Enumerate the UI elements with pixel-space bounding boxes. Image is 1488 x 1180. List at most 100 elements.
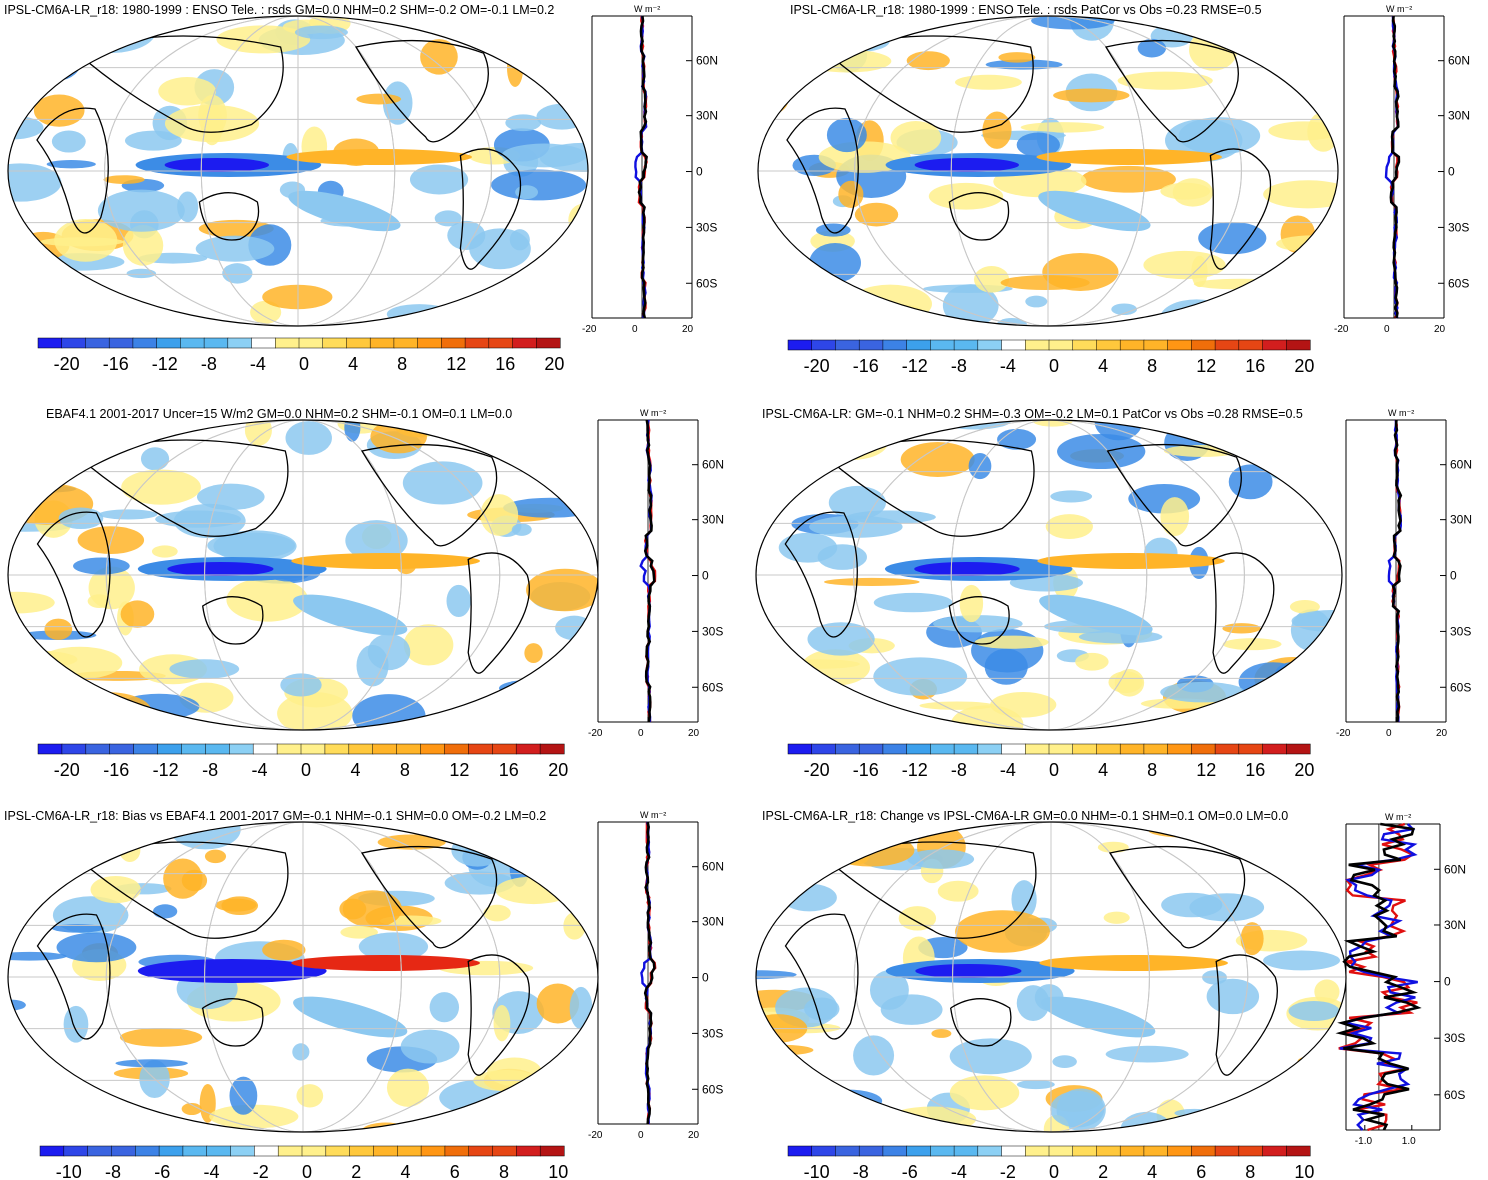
- map-1: [7, 15, 589, 327]
- colorbar-label: -4: [1000, 356, 1016, 376]
- colorbar-cell: [158, 1145, 184, 1157]
- profile-unit: W m⁻²: [634, 4, 660, 14]
- profile-lat-label: 0: [702, 971, 709, 985]
- colorbar-cell: [441, 337, 466, 349]
- colorbar-label: -2: [253, 1162, 269, 1180]
- colorbar-label: 0: [301, 760, 311, 780]
- field-blob: [1312, 38, 1338, 49]
- field-blob: [294, 25, 348, 40]
- continent-outline: [201, 998, 264, 1047]
- colorbar-cell: [539, 743, 565, 755]
- colorbar-label: -8: [951, 356, 967, 376]
- colorbar-cell: [1001, 1145, 1026, 1157]
- profile-x-label: 0: [638, 1130, 644, 1141]
- profile-x-label: -1.0: [1355, 1136, 1373, 1147]
- colorbar-cell: [787, 339, 813, 351]
- colorbar-label: 20: [1294, 356, 1314, 376]
- colorbar-label: -6: [154, 1162, 170, 1180]
- field-blob: [526, 568, 598, 612]
- continent-outline: [784, 913, 859, 1040]
- field-blob: [63, 1005, 89, 1043]
- profile-x-label: 20: [688, 1130, 700, 1141]
- field-blob: [1097, 841, 1129, 853]
- continent-outline: [76, 35, 284, 133]
- enso-negative-core: [914, 158, 1019, 172]
- continent-outline: [360, 845, 498, 949]
- field-blob: [352, 694, 426, 730]
- colorbar-cell: [444, 1145, 470, 1157]
- field-blob: [386, 304, 452, 325]
- colorbar-cell: [1167, 743, 1192, 755]
- colorbar-cell: [811, 1145, 837, 1157]
- colorbar-label: 8: [499, 1162, 509, 1180]
- map-6: [755, 821, 1347, 1133]
- colorbar-cell: [858, 743, 884, 755]
- field-blob: [1263, 1113, 1311, 1132]
- grid-lon: [853, 420, 1245, 730]
- colorbar-label: -8: [853, 1162, 869, 1180]
- colorbar-cell: [420, 1145, 446, 1157]
- field-blob: [1000, 275, 1090, 291]
- colorbar-label: 6: [1196, 1162, 1206, 1180]
- colorbar-label: 4: [348, 354, 358, 374]
- field-blob: [1045, 514, 1093, 539]
- colorbar-5: -10 -8 -6 -4 -2 0 2 4 6 8 10: [39, 1145, 568, 1180]
- profile-2: W m⁻² 60N 30N 0 30S 60S -20 0 20: [1334, 4, 1470, 335]
- field-blob: [121, 469, 201, 505]
- field-blob: [58, 507, 104, 530]
- field-blob: [97, 189, 185, 232]
- field-blob: [1324, 682, 1342, 692]
- colorbar-label: 16: [495, 354, 515, 374]
- enso-negative-core: [914, 562, 1020, 576]
- field-blob: [1103, 911, 1130, 924]
- colorbar-cell: [1096, 339, 1121, 351]
- colorbar-cell: [181, 743, 206, 755]
- profile-mean-curve: [1389, 15, 1401, 319]
- enso-negative-core: [164, 158, 269, 172]
- field-blob: [823, 30, 890, 53]
- profile-1: W m⁻² 60N 30N 0 30S 60S -20 0 20: [582, 4, 718, 335]
- colorbar-label: 6: [450, 1162, 460, 1180]
- colorbar-cell: [346, 337, 371, 349]
- colorbar-cell: [882, 1145, 908, 1157]
- field-blob: [56, 932, 137, 963]
- continent-outline: [77, 841, 289, 939]
- field-blob: [1020, 122, 1105, 133]
- field-blob: [1278, 853, 1338, 867]
- field-blob: [536, 983, 580, 1024]
- colorbar-cell: [488, 337, 514, 349]
- colorbar-label: 4: [350, 760, 360, 780]
- field-blob: [532, 259, 582, 271]
- panel-3-title: EBAF4.1 2001-2017 Uncer=15 W/m2 GM=0.0 N…: [46, 407, 512, 421]
- field-blob: [524, 643, 543, 663]
- field-blob: [906, 51, 950, 71]
- field-blob: [1057, 433, 1146, 470]
- colorbar-label: -16: [103, 354, 129, 374]
- field-blob: [1050, 1090, 1105, 1128]
- field-blob: [122, 225, 164, 266]
- colorbar-cell: [301, 1145, 327, 1157]
- field-blob: [163, 858, 203, 899]
- colorbar-cell: [348, 743, 374, 755]
- field-blob: [1198, 221, 1267, 255]
- colorbar-cell: [977, 339, 1003, 351]
- field-blob: [152, 904, 178, 919]
- profile-lat-label: 30N: [1444, 918, 1466, 932]
- colorbar-label: -4: [252, 760, 268, 780]
- colorbar-label: 0: [299, 354, 309, 374]
- field-blob: [811, 425, 888, 461]
- field-blob: [8, 163, 62, 202]
- field-blob: [1111, 303, 1138, 316]
- enso-positive-band: [286, 149, 473, 165]
- profile-lat-label: 60N: [1444, 862, 1466, 876]
- field-blob: [942, 284, 999, 326]
- field-blob: [1303, 1055, 1346, 1086]
- spcz-band: [1039, 594, 1153, 636]
- continent-outline: [949, 998, 1012, 1047]
- profile-6: W m⁻² 60N 30N 0 30S 60S -1.0 1.0: [1335, 812, 1466, 1147]
- profile-lat-label: 60S: [702, 680, 723, 694]
- colorbar-cell: [1072, 743, 1098, 755]
- profile-lat-label: 60S: [1450, 680, 1471, 694]
- colorbar-cell: [539, 1145, 565, 1157]
- colorbar-cell: [906, 339, 931, 351]
